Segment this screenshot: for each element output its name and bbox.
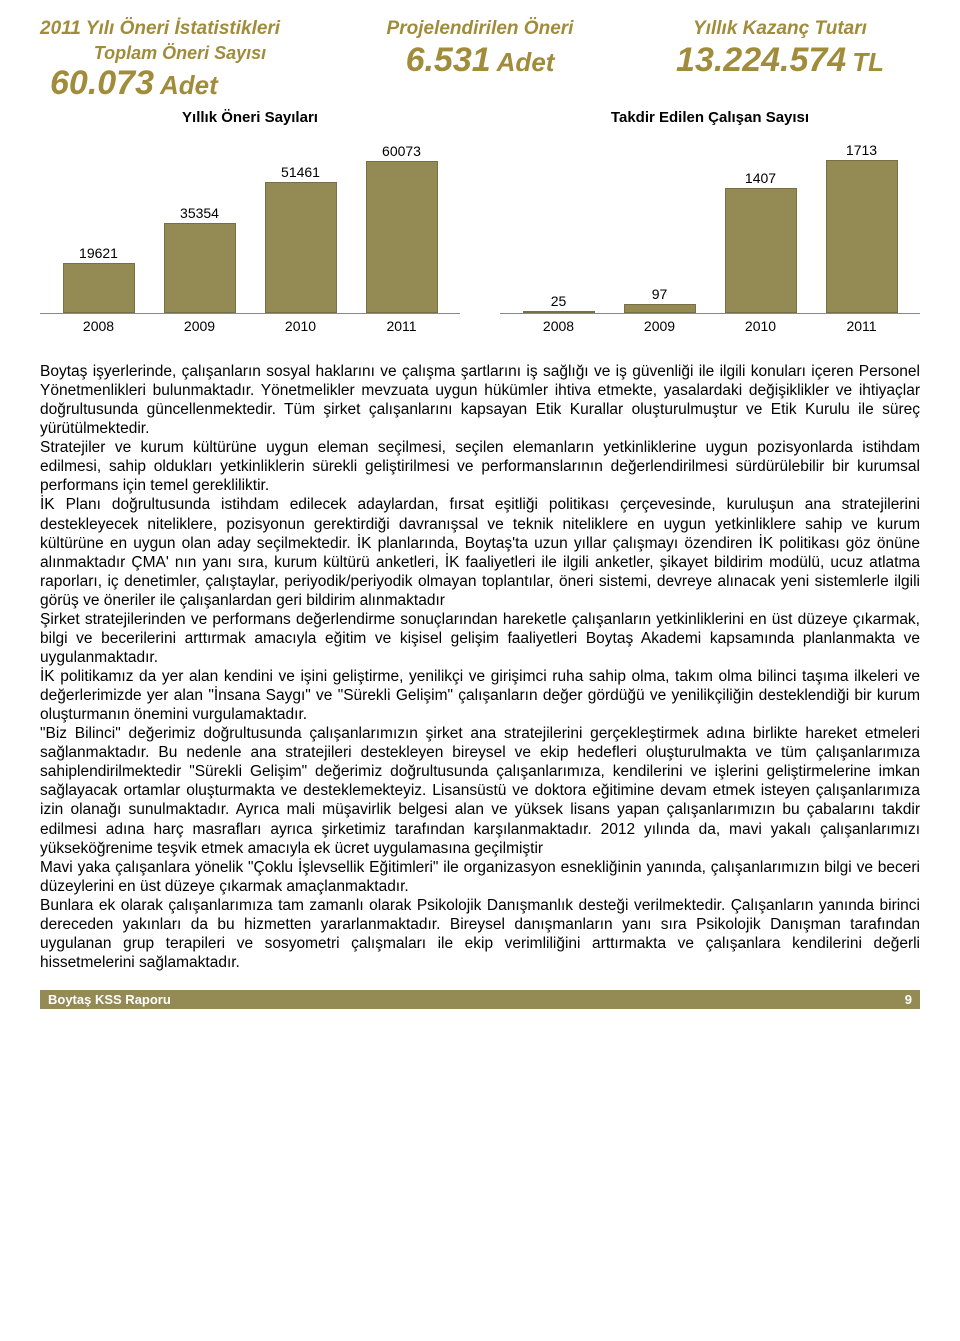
bar-wrap: 25 bbox=[508, 293, 609, 313]
stat3-value: 13.224.574 bbox=[676, 43, 846, 77]
bar bbox=[624, 304, 696, 313]
chart-annual-suggestions: Yıllık Öneri Sayıları 19621 35354 51461 600… bbox=[40, 109, 460, 334]
bar-value-label: 35354 bbox=[180, 205, 219, 221]
x-axis-label: 2008 bbox=[508, 318, 609, 334]
x-axis-label: 2011 bbox=[811, 318, 912, 334]
stat-projected: Projelendirilen Öneri 6.531 Adet bbox=[340, 18, 620, 101]
chart1-area: 19621 35354 51461 60073 bbox=[40, 144, 460, 314]
x-axis-label: 2011 bbox=[351, 318, 452, 334]
footer-left: Boytaş KSS Raporu bbox=[48, 992, 171, 1007]
footer-page-number: 9 bbox=[905, 992, 912, 1007]
x-axis-label: 2009 bbox=[609, 318, 710, 334]
chart2-area: 25 97 1407 1713 bbox=[500, 144, 920, 314]
stat-annual-gain: Yıllık Kazanç Tutarı 13.224.574 TL bbox=[640, 18, 920, 101]
bar-value-label: 51461 bbox=[281, 164, 320, 180]
paragraph-5: İK politikamız da yer alan kendini ve iş… bbox=[40, 667, 920, 724]
header-stats: 2011 Yılı Öneri İstatistikleri Toplam Ön… bbox=[40, 18, 920, 101]
bar bbox=[63, 263, 135, 313]
paragraph-2: Stratejiler ve kurum kültürüne uygun ele… bbox=[40, 438, 920, 495]
stat1-value: 60.073 bbox=[50, 66, 154, 100]
bar-value-label: 60073 bbox=[382, 143, 421, 159]
x-axis-label: 2008 bbox=[48, 318, 149, 334]
bar bbox=[523, 311, 595, 313]
bar bbox=[164, 223, 236, 313]
bar bbox=[826, 160, 898, 313]
x-axis-label: 2010 bbox=[710, 318, 811, 334]
bar-wrap: 60073 bbox=[351, 143, 452, 313]
stat2-title: Projelendirilen Öneri bbox=[340, 18, 620, 40]
stat2-value: 6.531 bbox=[406, 43, 491, 77]
bar bbox=[366, 161, 438, 313]
chart2-title: Takdir Edilen Çalışan Sayısı bbox=[500, 109, 920, 126]
bar-wrap: 19621 bbox=[48, 245, 149, 313]
paragraph-8: Bunlara ek olarak çalışanlarımıza tam za… bbox=[40, 896, 920, 972]
bar-value-label: 1713 bbox=[846, 142, 877, 158]
bar-wrap: 97 bbox=[609, 286, 710, 313]
chart2-xaxis: 2008200920102011 bbox=[500, 314, 920, 334]
stat2-unit: Adet bbox=[497, 47, 555, 78]
bar-value-label: 97 bbox=[652, 286, 668, 302]
bar-wrap: 35354 bbox=[149, 205, 250, 313]
paragraph-4: Şirket stratejilerinden ve performans de… bbox=[40, 610, 920, 667]
stat1-title: 2011 Yılı Öneri İstatistikleri bbox=[40, 18, 320, 40]
bar bbox=[265, 182, 337, 313]
bar-wrap: 1713 bbox=[811, 142, 912, 313]
bar-value-label: 1407 bbox=[745, 170, 776, 186]
chart1-title: Yıllık Öneri Sayıları bbox=[40, 109, 460, 126]
bar-value-label: 25 bbox=[551, 293, 567, 309]
bar-wrap: 51461 bbox=[250, 164, 351, 313]
bar-wrap: 1407 bbox=[710, 170, 811, 313]
stat3-title: Yıllık Kazanç Tutarı bbox=[640, 18, 920, 40]
x-axis-label: 2009 bbox=[149, 318, 250, 334]
footer-bar: Boytaş KSS Raporu 9 bbox=[40, 990, 920, 1009]
paragraph-3: İK Planı doğrultusunda istihdam edilecek… bbox=[40, 495, 920, 609]
body-text: Boytaş işyerlerinde, çalışanların sosyal… bbox=[40, 362, 920, 972]
paragraph-7: Mavi yaka çalışanlara yönelik "Çoklu İşl… bbox=[40, 858, 920, 896]
stat-total-suggestions: 2011 Yılı Öneri İstatistikleri Toplam Ön… bbox=[40, 18, 320, 101]
paragraph-1: Boytaş işyerlerinde, çalışanların sosyal… bbox=[40, 362, 920, 438]
x-axis-label: 2010 bbox=[250, 318, 351, 334]
bar bbox=[725, 188, 797, 313]
chart1-xaxis: 2008200920102011 bbox=[40, 314, 460, 334]
chart-appreciated-employees: Takdir Edilen Çalışan Sayısı 25 97 1407 171… bbox=[500, 109, 920, 334]
bar-value-label: 19621 bbox=[79, 245, 118, 261]
stat3-unit: TL bbox=[852, 47, 884, 78]
stat1-subtitle: Toplam Öneri Sayısı bbox=[40, 43, 320, 64]
paragraph-6: "Biz Bilinci" değerimiz doğrultusunda ça… bbox=[40, 724, 920, 857]
charts-row: Yıllık Öneri Sayıları 19621 35354 51461 600… bbox=[40, 109, 920, 334]
stat1-unit: Adet bbox=[160, 70, 218, 101]
